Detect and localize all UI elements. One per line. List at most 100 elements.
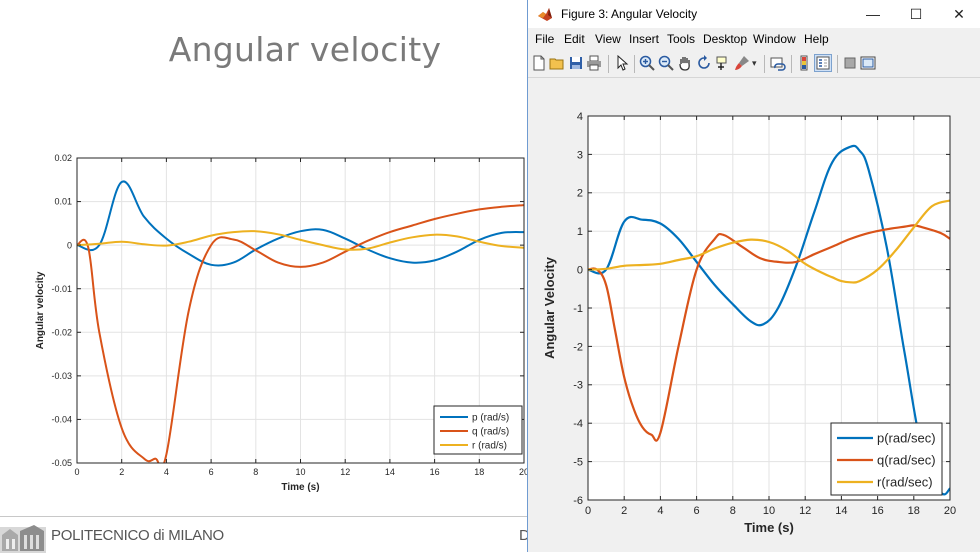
- matlab-logo-icon: [538, 8, 552, 21]
- new-figure-icon[interactable]: [531, 55, 547, 71]
- presentation-slide: Angular velocity 0 2 4 6 8 10 12 14 16 18 20 0.02 0.…: [0, 30, 530, 553]
- close-button[interactable]: ✕: [953, 6, 965, 22]
- menu-file[interactable]: File: [535, 32, 555, 46]
- menu-bar: File Edit View Insert Tools Desktop Wind…: [528, 28, 980, 50]
- slide-title: Angular velocity: [168, 30, 442, 69]
- toolbar-separator: [634, 55, 635, 73]
- toolbar-separator: [837, 55, 838, 73]
- x-tick-label: 2: [621, 505, 627, 517]
- x-tick-label: 0: [585, 505, 591, 517]
- pointer-icon[interactable]: [614, 55, 630, 71]
- legend-entry: r (rad/s): [472, 441, 507, 452]
- y-tick-label: 0: [67, 240, 72, 250]
- x-tick-label: 20: [944, 505, 956, 517]
- data-cursor-icon[interactable]: [715, 55, 731, 71]
- x-tick-label: 6: [694, 505, 700, 517]
- legend-entry: q(rad/sec): [877, 453, 936, 468]
- brush-dropdown-icon[interactable]: ▾: [752, 58, 757, 68]
- footer-trailing-text: D: [519, 527, 530, 544]
- link-icon[interactable]: [770, 55, 786, 71]
- menu-insert[interactable]: Insert: [629, 32, 660, 46]
- matlab-figure-window: Figure 3: Angular Velocity — ☐ ✕ File Ed…: [527, 0, 980, 552]
- y-tick-label: -0.05: [51, 458, 72, 468]
- y-tick-label: 0.02: [54, 153, 72, 163]
- menu-desktop[interactable]: Desktop: [703, 32, 748, 46]
- x-tick-label: 8: [730, 505, 736, 517]
- x-axis-label: Time (s): [744, 520, 794, 535]
- menu-help[interactable]: Help: [804, 32, 829, 46]
- x-tick-label: 14: [835, 505, 847, 517]
- window-title: Figure 3: Angular Velocity: [561, 7, 698, 21]
- x-tick-label: 16: [430, 467, 440, 477]
- x-tick-label: 0: [74, 467, 79, 477]
- x-tick-label: 4: [164, 467, 169, 477]
- series-line-p: [588, 144, 950, 496]
- y-tick-label: -6: [573, 495, 583, 507]
- x-tick-label: 20: [519, 467, 527, 477]
- y-tick-label: 0: [577, 264, 583, 276]
- legend-entry: r(rad/sec): [877, 475, 933, 490]
- x-tick-label: 12: [340, 467, 350, 477]
- y-tick-label: -0.01: [51, 284, 72, 294]
- y-tick-label: 1: [577, 226, 583, 238]
- menu-window[interactable]: Window: [753, 32, 796, 46]
- x-tick-label: 2: [119, 467, 124, 477]
- series-line-r: [588, 199, 950, 284]
- toolbar-separator: [608, 55, 609, 73]
- brush-icon[interactable]: [734, 55, 750, 71]
- hide-plot-tools-icon[interactable]: [842, 55, 858, 71]
- menu-edit[interactable]: Edit: [564, 32, 585, 46]
- maximize-button[interactable]: ☐: [909, 6, 923, 22]
- window-title-bar[interactable]: Figure 3: Angular Velocity — ☐ ✕: [528, 0, 980, 28]
- y-tick-label: -5: [573, 456, 583, 468]
- zoom-out-icon[interactable]: [658, 55, 674, 71]
- y-axis-label: Angular Velocity: [542, 256, 557, 359]
- rotate-icon[interactable]: [696, 55, 712, 71]
- toolbar-separator: [791, 55, 792, 73]
- figure-toolbar: ▾: [528, 51, 980, 78]
- x-tick-label: 18: [474, 467, 484, 477]
- x-tick-label: 4: [657, 505, 663, 517]
- print-icon[interactable]: [586, 55, 602, 71]
- legend-icon[interactable]: [814, 54, 832, 72]
- minimize-button[interactable]: —: [866, 6, 880, 22]
- x-tick-label: 10: [295, 467, 305, 477]
- legend-entry: p (rad/s): [472, 413, 509, 424]
- series-line-p: [77, 180, 524, 267]
- politecnico-logo: [0, 525, 46, 553]
- x-axis-label: Time (s): [281, 482, 319, 493]
- menu-tools[interactable]: Tools: [667, 32, 696, 46]
- zoom-in-icon[interactable]: [639, 55, 655, 71]
- y-tick-label: -3: [573, 380, 583, 392]
- y-tick-label: -0.02: [51, 327, 72, 337]
- show-plot-tools-icon[interactable]: [860, 55, 876, 71]
- y-tick-label: -4: [573, 418, 583, 430]
- y-tick-label: -0.03: [51, 371, 72, 381]
- menu-view[interactable]: View: [595, 32, 621, 46]
- save-icon[interactable]: [568, 55, 584, 71]
- legend-entry: q (rad/s): [472, 427, 509, 438]
- colorbar-icon[interactable]: [796, 55, 812, 71]
- legend-entry: p(rad/sec): [877, 431, 936, 446]
- y-axis-label: Angular velocity: [35, 271, 46, 349]
- pan-icon[interactable]: [677, 55, 693, 71]
- series-line-q: [588, 224, 950, 442]
- y-tick-label: 0.01: [54, 197, 72, 207]
- toolbar-separator: [764, 55, 765, 73]
- open-file-icon[interactable]: [549, 55, 565, 71]
- left-angular-velocity-plot: 0 2 4 6 8 10 12 14 16 18 20 0.02 0.01 0 -0.01 -0.02 -0.0…: [35, 153, 527, 493]
- y-tick-label: 2: [577, 188, 583, 200]
- x-tick-label: 18: [908, 505, 920, 517]
- series-line-r: [77, 230, 524, 251]
- x-tick-label: 10: [763, 505, 775, 517]
- y-tick-label: 4: [577, 111, 583, 123]
- x-tick-label: 8: [253, 467, 258, 477]
- y-tick-label: -1: [573, 303, 583, 315]
- x-tick-label: 6: [209, 467, 214, 477]
- slide-footer: POLITECNICO di MILANO D: [0, 516, 530, 553]
- x-tick-label: 12: [799, 505, 811, 517]
- footer-institution-name: POLITECNICO di MILANO: [51, 527, 224, 544]
- x-tick-label: 16: [871, 505, 883, 517]
- x-tick-label: 14: [385, 467, 395, 477]
